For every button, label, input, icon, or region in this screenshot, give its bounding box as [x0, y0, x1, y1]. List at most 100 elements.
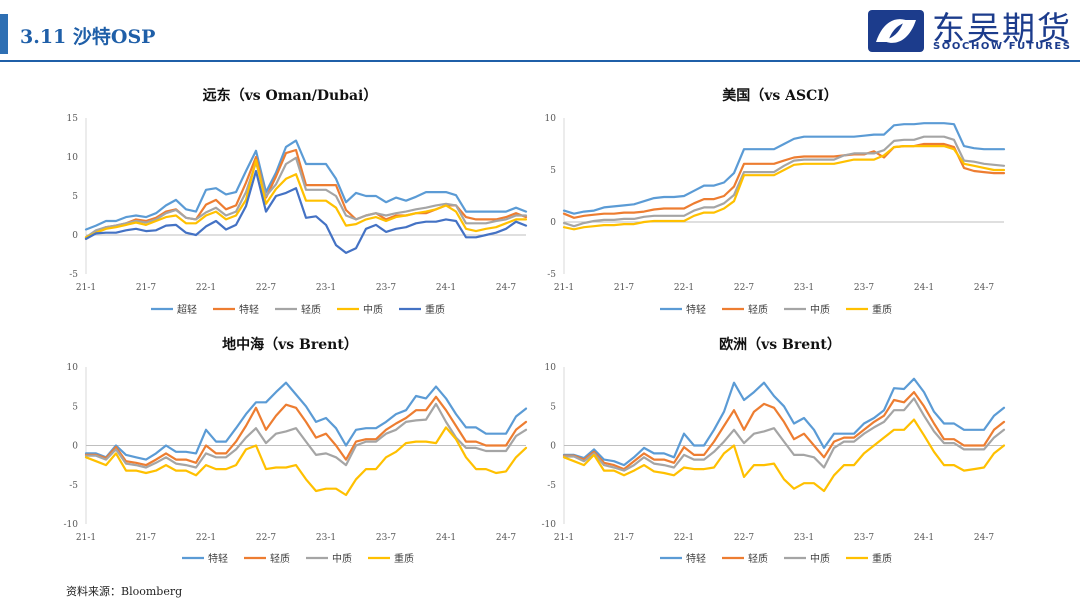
legend-label: 中质: [810, 303, 830, 316]
series-line: [84, 426, 528, 497]
series-line: [84, 381, 528, 461]
source-note: 资料来源：Bloomberg: [66, 585, 183, 598]
legend-label: 特轻: [208, 552, 228, 565]
y-tick-label: -5: [69, 270, 78, 280]
x-tick-label: 21-7: [136, 283, 156, 293]
page-header: 3.11 沙特OSP 东吴期货 SOOCHOW FUTURES: [0, 0, 1080, 62]
series-line: [84, 159, 528, 239]
series-line: [562, 391, 1006, 471]
legend-label: 特轻: [239, 303, 259, 316]
x-tick-label: 21-1: [76, 533, 96, 543]
y-tick-label: 5: [72, 402, 78, 412]
series-line: [84, 156, 528, 239]
y-tick-label: -5: [547, 481, 556, 491]
x-tick-label: 22-7: [734, 533, 754, 543]
x-tick-label: 23-7: [854, 283, 874, 293]
y-tick-label: 5: [550, 402, 556, 412]
series-line: [562, 418, 1006, 493]
x-tick-label: 22-1: [196, 533, 216, 543]
legend-label: 重质: [425, 303, 445, 316]
y-tick-label: 5: [550, 166, 556, 176]
y-tick-label: 0: [550, 218, 556, 228]
x-tick-label: 24-1: [436, 533, 456, 543]
y-tick-label: 10: [67, 363, 79, 373]
x-tick-label: 21-7: [614, 533, 634, 543]
y-tick-label: 10: [67, 153, 79, 163]
logo-text-cn: 东吴期货: [932, 9, 1072, 48]
x-tick-label: 24-1: [914, 283, 934, 293]
logo-text-en: SOOCHOW FUTURES: [933, 41, 1072, 52]
page-title: 3.11 沙特OSP: [20, 26, 156, 48]
x-tick-label: 23-7: [376, 283, 396, 293]
x-tick-label: 24-1: [914, 533, 934, 543]
x-tick-label: 23-1: [316, 283, 336, 293]
series-line: [84, 169, 528, 254]
x-tick-label: 24-7: [496, 533, 516, 543]
x-tick-label: 23-1: [316, 533, 336, 543]
chart-title: 远东（vs Oman/Dubai）: [203, 87, 378, 104]
chart-title: 地中海（vs Brent）: [222, 336, 358, 353]
y-tick-label: -5: [547, 270, 556, 280]
series-line: [84, 139, 528, 231]
y-tick-label: -10: [64, 520, 79, 530]
y-tick-label: 0: [72, 442, 78, 452]
x-tick-label: 24-7: [974, 533, 994, 543]
legend-label: 超轻: [177, 303, 197, 316]
legend-label: 轻质: [748, 303, 768, 316]
y-tick-label: 15: [67, 114, 79, 124]
charts-canvas: 远东（vs Oman/Dubai） -5 0 5 10 15 21-1 21-7 22-1 22-…: [64, 87, 1006, 565]
legend-label: 轻质: [270, 552, 290, 565]
y-tick-label: -5: [69, 481, 78, 491]
chart-panel: 地中海（vs Brent） -10 -5 0 5 10 21-1 21-7 22-1 22-7 23…: [64, 336, 528, 565]
series-line: [562, 142, 1006, 219]
x-tick-label: 21-7: [614, 283, 634, 293]
x-tick-label: 21-1: [554, 283, 574, 293]
series-line: [562, 145, 1006, 231]
y-tick-label: -10: [542, 520, 557, 530]
x-tick-label: 24-1: [436, 283, 456, 293]
y-tick-label: 10: [545, 363, 557, 373]
x-tick-label: 22-1: [196, 283, 216, 293]
x-tick-label: 23-1: [794, 533, 814, 543]
series-line: [84, 402, 528, 469]
legend-label: 特轻: [686, 303, 706, 316]
y-tick-label: 10: [545, 114, 557, 124]
chart-panel: 远东（vs Oman/Dubai） -5 0 5 10 15 21-1 21-7 22-1 22-…: [67, 87, 528, 316]
soochow-logo-icon: [868, 10, 924, 52]
y-tick-label: 5: [72, 192, 78, 202]
x-tick-label: 22-7: [734, 283, 754, 293]
series-line: [562, 135, 1006, 228]
chart-title: 美国（vs ASCI）: [722, 87, 838, 104]
chart-title: 欧洲（vs Brent）: [719, 336, 841, 353]
y-tick-label: 0: [550, 442, 556, 452]
x-tick-label: 23-7: [854, 533, 874, 543]
x-tick-label: 22-1: [674, 533, 694, 543]
legend-label: 轻质: [748, 552, 768, 565]
series-line: [84, 395, 528, 467]
legend-label: 重质: [394, 552, 414, 565]
x-tick-label: 23-1: [794, 283, 814, 293]
x-tick-label: 23-7: [376, 533, 396, 543]
x-tick-label: 24-7: [496, 283, 516, 293]
chart-panel: 欧洲（vs Brent） -10 -5 0 5 10 21-1 21-7 22-1 22-7 23-…: [542, 336, 1006, 565]
x-tick-label: 21-1: [554, 533, 574, 543]
chart-panel: 美国（vs ASCI） -5 0 5 10 21-1 21-7 22-1 22-7 23-1 23-…: [545, 87, 1006, 316]
x-tick-label: 22-7: [256, 533, 276, 543]
y-tick-label: 0: [72, 231, 78, 241]
legend-label: 重质: [872, 552, 892, 565]
series-line: [562, 397, 1006, 472]
x-tick-label: 22-7: [256, 283, 276, 293]
title-accent-bar: [0, 14, 8, 54]
x-tick-label: 24-7: [974, 283, 994, 293]
legend-label: 特轻: [686, 552, 706, 565]
header-divider: [0, 60, 1080, 62]
legend-label: 中质: [363, 303, 383, 316]
x-tick-label: 22-1: [674, 283, 694, 293]
series-line: [562, 122, 1006, 215]
x-tick-label: 21-1: [76, 283, 96, 293]
legend-label: 中质: [332, 552, 352, 565]
legend-label: 中质: [810, 552, 830, 565]
legend-label: 轻质: [301, 303, 321, 316]
series-line: [562, 377, 1006, 467]
legend-label: 重质: [872, 303, 892, 316]
